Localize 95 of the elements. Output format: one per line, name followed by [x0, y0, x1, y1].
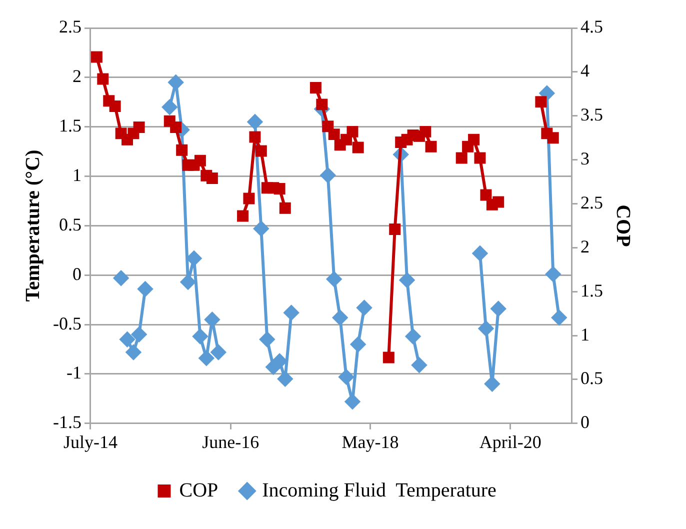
point	[468, 134, 480, 146]
point	[138, 281, 153, 296]
point	[338, 369, 354, 384]
point	[279, 202, 291, 214]
y2-tick-label: 2.5	[580, 192, 603, 212]
point	[480, 189, 492, 201]
point	[420, 126, 432, 138]
y2-tick-label: 3	[580, 148, 590, 169]
point	[310, 82, 322, 94]
point	[97, 73, 109, 85]
x-tick-label: June-16	[202, 432, 260, 452]
point	[247, 114, 262, 130]
point	[255, 145, 267, 157]
y-tick-label: -1.5	[52, 412, 82, 432]
y-tick-label: 1	[72, 165, 82, 186]
point	[162, 100, 178, 115]
point	[484, 376, 500, 392]
point	[539, 86, 554, 101]
point	[206, 172, 218, 184]
point	[133, 122, 145, 134]
point	[474, 152, 486, 164]
point	[170, 122, 182, 134]
y-tick-label: 2	[72, 66, 82, 86]
y2-axis-title: COP	[612, 204, 634, 247]
point	[406, 328, 421, 344]
point	[194, 154, 206, 166]
point	[326, 272, 342, 287]
x-tick-label: July-14	[63, 432, 118, 452]
point	[350, 336, 366, 352]
point	[352, 142, 364, 154]
point	[472, 246, 488, 261]
y2-tick-label: 3.5	[580, 104, 603, 125]
y-tick-label: -1	[66, 362, 82, 383]
point	[284, 305, 299, 320]
y-tick-label: 1.5	[58, 116, 82, 136]
point	[132, 326, 147, 342]
y-axis-title: Temperature (°C)	[22, 150, 44, 302]
point	[478, 321, 494, 336]
point	[332, 310, 348, 326]
y-tick-label: -0.5	[52, 313, 82, 334]
point	[186, 250, 202, 266]
y-tick-label: 0.5	[58, 214, 82, 234]
point	[109, 100, 121, 112]
point	[278, 371, 293, 386]
legend-label: Incoming Fluid Temperature	[262, 479, 497, 502]
point	[382, 352, 394, 364]
point	[176, 144, 188, 156]
point	[328, 128, 340, 140]
y2-tick-label: 0	[580, 412, 590, 432]
y2-tick-label: 4.5	[580, 16, 603, 37]
point	[114, 270, 129, 286]
point	[356, 300, 372, 316]
point	[180, 274, 196, 290]
point	[237, 210, 249, 222]
y2-tick-label: 1	[580, 324, 590, 344]
legend-label: COP	[179, 479, 218, 502]
point	[412, 358, 427, 373]
point	[320, 168, 336, 183]
point	[400, 272, 415, 288]
point	[168, 74, 184, 90]
point	[344, 394, 360, 410]
point	[547, 132, 559, 144]
y-tick-label: 2.5	[58, 16, 82, 37]
x-tick-label: April-20	[479, 432, 542, 452]
y-tick-label: 0	[72, 264, 82, 284]
point	[260, 332, 275, 347]
point	[210, 344, 226, 360]
point	[346, 126, 358, 138]
point	[90, 51, 102, 63]
point	[389, 223, 401, 235]
y2-tick-label: 2	[580, 236, 590, 256]
point	[552, 310, 567, 326]
point	[316, 98, 328, 110]
point	[272, 354, 288, 369]
y2-tick-label: 0.5	[580, 368, 603, 388]
point	[425, 140, 437, 152]
point	[492, 196, 504, 208]
point	[243, 192, 255, 204]
point	[274, 183, 286, 195]
point	[198, 350, 214, 366]
point	[254, 221, 269, 236]
point	[535, 96, 547, 108]
point	[120, 332, 135, 347]
point	[126, 344, 141, 360]
point	[322, 120, 334, 132]
point	[490, 301, 506, 316]
point	[546, 266, 561, 282]
y2-tick-label: 1.5	[580, 280, 603, 300]
y2-tick-label: 4	[580, 60, 590, 81]
point	[192, 328, 208, 344]
point	[204, 312, 220, 328]
point	[340, 134, 352, 146]
point	[456, 152, 468, 164]
x-tick-label: May-18	[342, 432, 399, 452]
point	[249, 131, 261, 143]
